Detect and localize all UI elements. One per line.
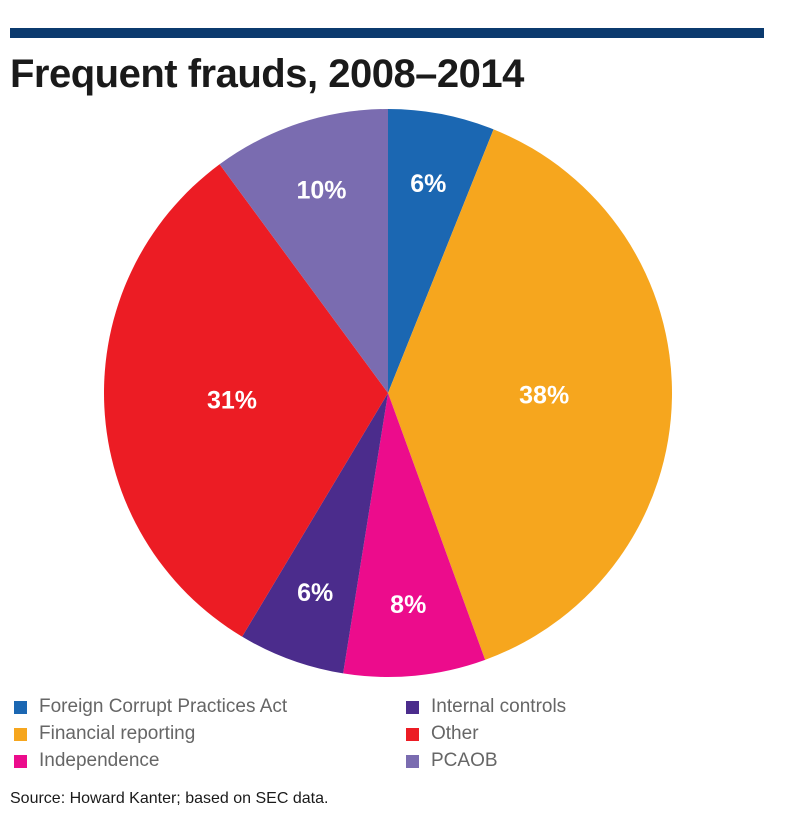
legend-swatch [406, 700, 419, 714]
pie-slice-foreign-corrupt-practices-act [388, 109, 494, 393]
legend-swatch [14, 754, 27, 768]
pie-slice-financial-reporting [388, 129, 672, 660]
slice-value-label: 8% [390, 591, 426, 619]
slice-value-label: 31% [207, 386, 257, 414]
slice-value-label: 10% [297, 177, 347, 205]
legend-label: Financial reporting [39, 723, 196, 744]
pie-slice-internal-controls [242, 393, 388, 674]
legend-item-other: Other [406, 722, 479, 746]
legend-item-internal-controls: Internal controls [406, 695, 566, 719]
legend-label: Other [431, 723, 479, 744]
legend-item-financial-reporting: Financial reporting [14, 722, 195, 746]
chart-title: Frequent frauds, 2008–2014 [10, 52, 524, 96]
legend-label: Foreign Corrupt Practices Act [39, 696, 288, 717]
legend-label: Independence [39, 750, 160, 771]
pie-chart: 6% 38% 8% 6% 31% 10% [104, 109, 672, 677]
source-note: Source: Howard Kanter; based on SEC data… [10, 790, 329, 807]
slice-value-label: 6% [297, 579, 333, 607]
legend-label: PCAOB [431, 750, 498, 771]
legend-item-foreign-corrupt-practices-act: Foreign Corrupt Practices Act [14, 695, 287, 719]
pie-slice-independence [343, 393, 486, 677]
legend-swatch [406, 754, 419, 768]
legend-label: Internal controls [431, 696, 567, 717]
legend-swatch [14, 727, 27, 741]
top-rule [10, 28, 764, 38]
legend-swatch [406, 727, 419, 741]
slice-value-label: 38% [519, 381, 569, 409]
legend-swatch [14, 700, 27, 714]
legend-item-independence: Independence [14, 749, 159, 773]
slice-value-label: 6% [410, 170, 446, 198]
legend-item-pcaob: PCAOB [406, 749, 498, 773]
pie-slice-pcaob [219, 109, 388, 393]
pie-slice-other [104, 164, 388, 637]
